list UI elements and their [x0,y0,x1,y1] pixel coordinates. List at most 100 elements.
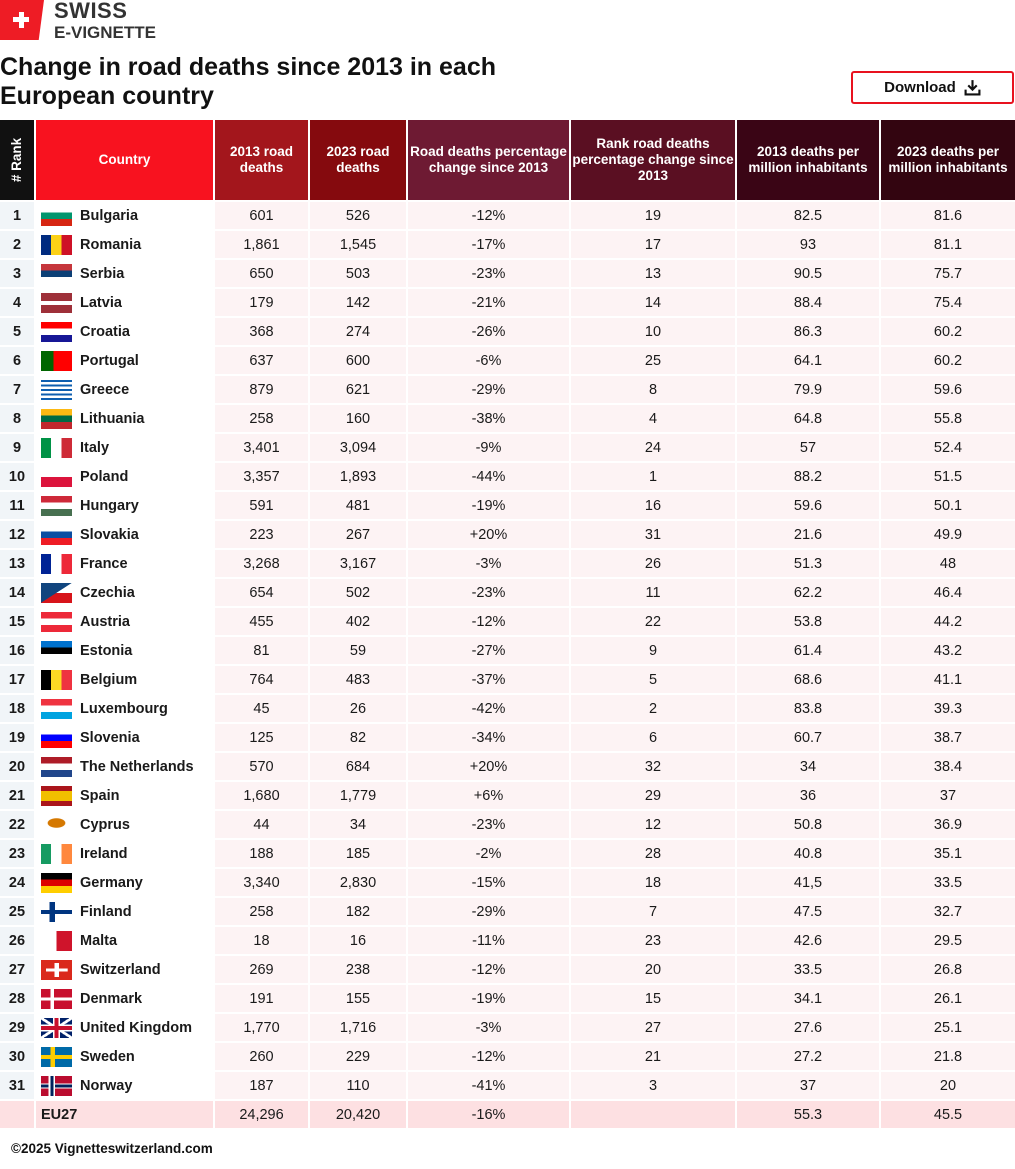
cell-text: 25 [644,352,662,369]
column-header-country[interactable]: Country [36,120,213,200]
column-header-label: Road deaths percentage change since 2013 [410,144,567,175]
cell-2013-per-million: 88.2 [737,463,879,490]
cell-rank: 4 [0,289,34,316]
cell-text: 28 [8,990,26,1007]
cell-2023-per-million: 81.1 [881,231,1015,258]
cell-2013-per-million: 36 [737,782,879,809]
cell-text: 60.7 [793,729,823,746]
cell-text: -17% [471,236,506,253]
download-button[interactable]: Download [851,71,1014,104]
column-header-pct-change[interactable]: Road deaths percentage change since 2013 [408,120,569,200]
cell-rank: 19 [0,724,34,751]
cell-rank: 9 [0,434,34,461]
cell-text: 83.8 [793,700,823,717]
cell-text: -3% [475,1019,502,1036]
cell-2013-road-deaths: 258 [215,405,308,432]
cell-text: Serbia [80,265,125,282]
cell-2023-road-deaths: 1,545 [310,231,406,258]
cell-rank: 2 [0,231,34,258]
cell-text: -41% [471,1077,506,1094]
cell-text: -29% [471,381,506,398]
cell-country: Serbia [36,260,213,287]
cell-text: 238 [345,961,371,978]
cell-2013-road-deaths: 455 [215,608,308,635]
column-header-rank[interactable]: # Rank [0,120,34,200]
cell-country: France [36,550,213,577]
cell-2013-per-million: 34.1 [737,985,879,1012]
cell-2013-road-deaths: 1,770 [215,1014,308,1041]
cell-text: 142 [345,294,371,311]
cell-text: 182 [345,903,371,920]
cell-text: 38.4 [933,758,963,775]
cell-rank: 20 [0,753,34,780]
cell-text: -23% [471,584,506,601]
cell-text: 267 [345,526,371,543]
cell-text: 13 [644,265,662,282]
cell-text: EU27 [41,1106,78,1123]
cell-country: Greece [36,376,213,403]
cell-2023-per-million: 39.3 [881,695,1015,722]
cell-2013-road-deaths: 3,401 [215,434,308,461]
column-header-2023-per-million[interactable]: 2023 deaths per million inhabitants [881,120,1015,200]
cell-rank-pct-change: 16 [571,492,735,519]
cell-text: 86.3 [793,323,823,340]
cell-text: 12 [8,526,26,543]
cell-text: 19 [644,207,662,224]
flag-belgium-icon [41,669,72,690]
table-row: 2 Romania 1,861 1,545 -17% 17 93 81.1 [0,231,1015,258]
cell-text: 258 [249,410,274,427]
cell-text: 654 [249,584,274,601]
cell-pct-change: -42% [408,695,569,722]
cell-2013-per-million: 88.4 [737,289,879,316]
cell-country: Malta [36,927,213,954]
cell-2023-per-million: 26.1 [881,985,1015,1012]
cell-2023-road-deaths: 1,716 [310,1014,406,1041]
cell-pct-change: -12% [408,1043,569,1070]
cell-text: 483 [345,671,371,688]
cell-2013-per-million: 37 [737,1072,879,1099]
cell-2023-road-deaths: 526 [310,202,406,229]
cell-country: Latvia [36,289,213,316]
cell-2013-road-deaths: 368 [215,318,308,345]
cell-text: 28 [644,845,662,862]
cell-rank-pct-change: 27 [571,1014,735,1041]
cell-2013-per-million: 53.8 [737,608,879,635]
cell-2023-per-million: 48 [881,550,1015,577]
cell-text: 25 [8,903,26,920]
cell-text: 526 [345,207,371,224]
cell-text: The Netherlands [80,758,194,775]
cell-text: 37 [939,787,957,804]
flag-luxembourg-icon [41,698,72,719]
column-header-label: # Rank [9,137,24,183]
flag-latvia-icon [41,292,72,313]
cell-text: -15% [471,874,506,891]
cell-text: 4 [648,410,658,427]
cell-text: 24 [644,439,662,456]
table-row: 25 Finland 258 182 -29% 7 47.5 32.7 [0,898,1015,925]
column-header-label: 2013 deaths per million inhabitants [748,144,868,175]
cell-text: 90.5 [793,265,823,282]
cell-text: 75.7 [933,265,963,282]
cell-2013-per-million: 33.5 [737,956,879,983]
cell-2013-per-million: 59.6 [737,492,879,519]
cell-rank: 6 [0,347,34,374]
cell-text: 36.9 [933,816,963,833]
table-row: 23 Ireland 188 185 -2% 28 40.8 35.1 [0,840,1015,867]
cell-text: 50.1 [933,497,963,514]
cell-text: 3,340 [243,874,280,891]
cell-rank-pct-change: 29 [571,782,735,809]
cell-text: 223 [249,526,274,543]
column-header-2013-road-deaths[interactable]: 2013 road deaths [215,120,308,200]
column-header-2013-per-million[interactable]: 2013 deaths per million inhabitants [737,120,879,200]
cell-text: 20,420 [335,1106,381,1123]
cell-text: 20 [939,1077,957,1094]
column-header-rank-pct-change[interactable]: Rank road deaths percentage change since… [571,120,735,200]
cell-text: 17 [8,671,26,688]
column-header-2023-road-deaths[interactable]: 2023 road deaths [310,120,406,200]
flag-france-icon [41,553,72,574]
cell-2023-per-million: 29.5 [881,927,1015,954]
cell-text: 48 [939,555,957,572]
cell-country: Germany [36,869,213,896]
flag-serbia-icon [41,263,72,284]
cell-2013-road-deaths: 258 [215,898,308,925]
